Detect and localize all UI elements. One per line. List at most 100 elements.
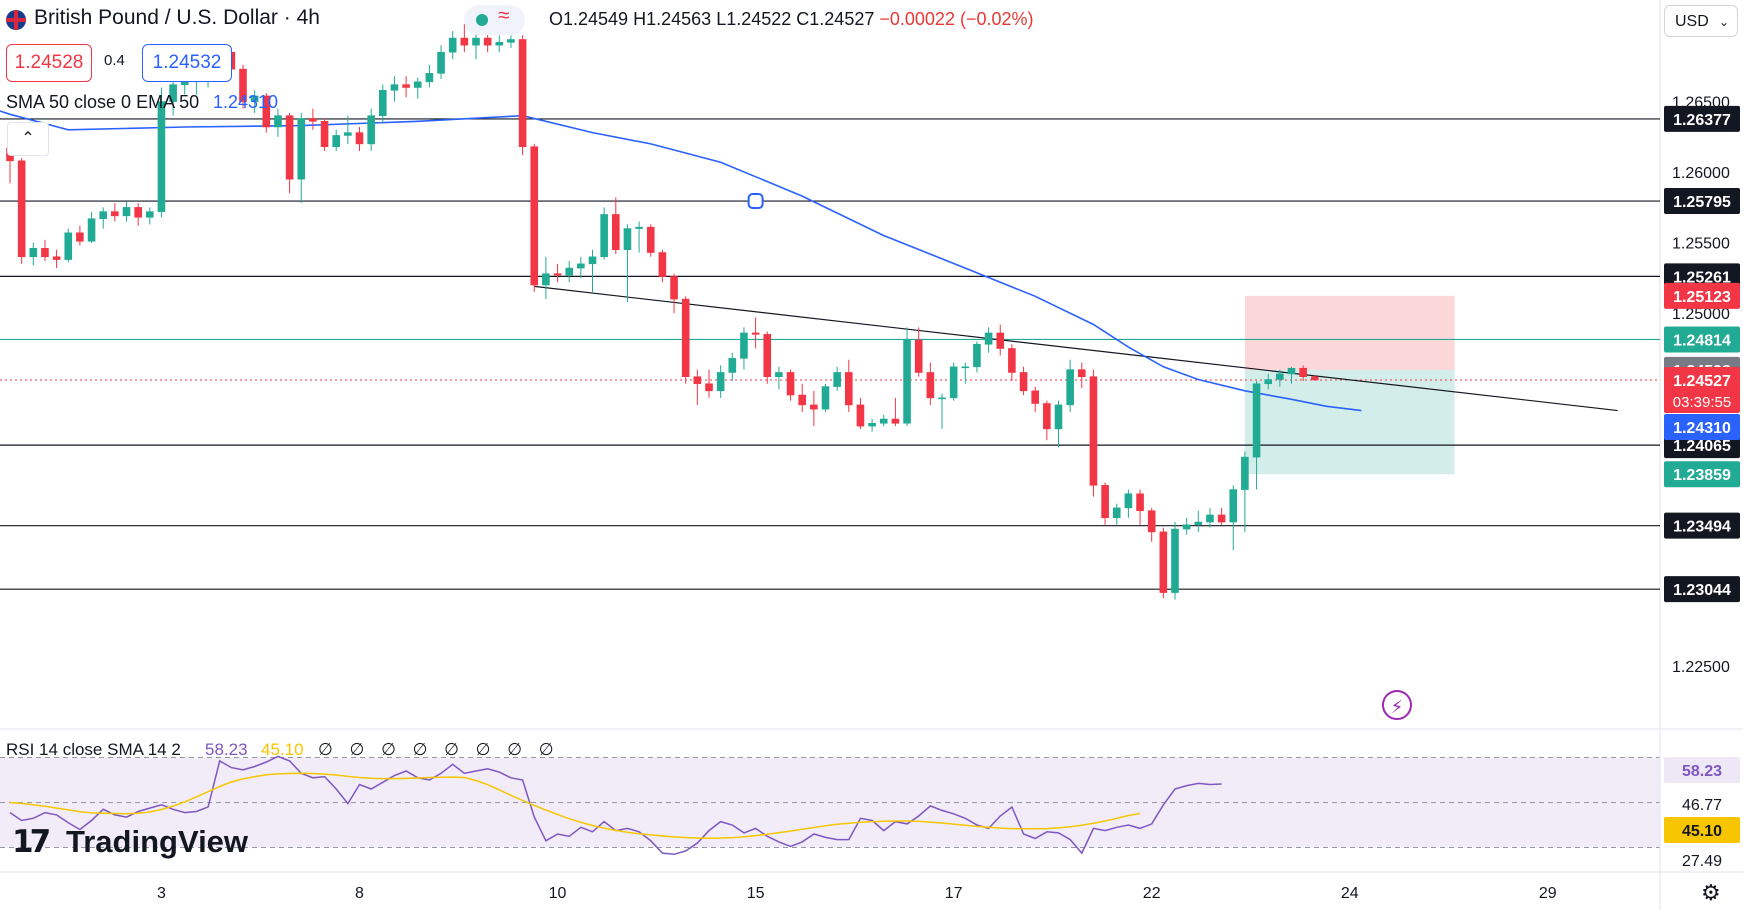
candle (437, 51, 445, 74)
ohlc-low: L1.24522 (716, 9, 792, 29)
price-axis-tick: 1.22500 (1672, 659, 1730, 676)
currency-select[interactable]: USD ⌄ (1664, 5, 1738, 37)
current-price-label: 1.24527 (1673, 373, 1731, 390)
rsi-legend[interactable]: RSI 14 close SMA 14 2 (6, 740, 181, 759)
position-stop-zone (1244, 295, 1455, 370)
candle (984, 332, 993, 345)
candle (1264, 379, 1272, 385)
ema50-line (0, 110, 1362, 412)
alert-marker-icon (747, 193, 764, 210)
tv-logo-text: TradingView (66, 824, 249, 859)
candle (728, 358, 737, 373)
time-axis-tick: 24 (1341, 885, 1359, 902)
candle (495, 42, 504, 46)
price-axis-tick: 1.26000 (1672, 165, 1730, 182)
candle (29, 248, 38, 258)
candle (1019, 372, 1028, 392)
candle (1229, 489, 1238, 523)
ohlc-change: −0.00022 (−0.02%) (879, 9, 1034, 29)
candle (1194, 521, 1203, 526)
candle (483, 37, 492, 46)
level-price-label: 1.25261 (1673, 269, 1731, 286)
candle (879, 418, 888, 424)
indicator-legend[interactable]: SMA 50 close 0 EMA 50 (6, 92, 200, 112)
candle (542, 273, 550, 286)
market-open-icon (476, 14, 488, 26)
symbol-title[interactable]: British Pound / U.S. Dollar · 4h (34, 6, 320, 29)
candle (751, 332, 760, 335)
candle (1299, 367, 1307, 377)
level-price-label: 1.24814 (1673, 332, 1731, 349)
candle (122, 207, 131, 217)
time-axis-tick: 22 (1143, 885, 1161, 902)
candle (1008, 348, 1016, 373)
buy-button[interactable]: 1.24532 (142, 44, 232, 82)
tv-logo-mark-icon: 17 (12, 824, 51, 860)
candle (868, 422, 876, 427)
position-target-zone (1244, 369, 1455, 475)
candle (413, 81, 422, 88)
ohlc-close: C1.24527 (796, 9, 875, 29)
candle (914, 339, 923, 373)
candle (1241, 456, 1249, 490)
candle (798, 394, 807, 406)
rsi-sma-axis-value: 45.10 (1682, 823, 1722, 840)
candle (821, 386, 830, 410)
level-price-label-bg (1664, 326, 1740, 353)
position-stop-label-bg (1664, 282, 1740, 309)
candle (763, 334, 772, 377)
candle (285, 115, 294, 180)
spread-value: 0.4 (104, 52, 125, 69)
rsi-sma-axis-label-bg (1664, 817, 1740, 843)
candle (344, 132, 352, 136)
candle (973, 343, 981, 368)
price-axis-tick: 1.25500 (1672, 236, 1730, 253)
data-delay-icon: ≈ (498, 4, 510, 27)
candle (1089, 376, 1098, 486)
candle (297, 118, 306, 180)
candle (1112, 507, 1121, 519)
time-axis-tick: 3 (157, 885, 166, 902)
candle (635, 226, 643, 229)
sell-button[interactable]: 1.24528 (6, 44, 92, 82)
current-price-label-bg (1664, 366, 1740, 413)
market-status-pill[interactable] (464, 5, 525, 35)
rsi-axis-tick: 46.77 (1682, 797, 1722, 814)
candle (646, 226, 655, 253)
candle (1136, 493, 1144, 512)
trendline (534, 285, 1618, 412)
candle (320, 121, 329, 148)
candle (507, 39, 515, 43)
price-axis-tick: 1.25000 (1672, 306, 1730, 323)
rsi-axis-tick: 27.49 (1682, 853, 1722, 870)
candle (600, 214, 608, 258)
candle (658, 252, 667, 277)
candle (1311, 376, 1319, 381)
candle (425, 73, 434, 83)
candle (961, 366, 970, 369)
candle (169, 84, 177, 102)
rsi-axis-label-bg (1664, 757, 1740, 783)
candle (693, 376, 702, 385)
candle (239, 68, 247, 102)
candle (157, 101, 166, 212)
chart-settings-icon[interactable]: ⚙︎ (1701, 880, 1721, 905)
candle (64, 232, 73, 260)
gbp-usd-flag-icon (6, 10, 26, 30)
candle (1276, 373, 1284, 380)
ema-price-label: 1.24310 (1673, 420, 1731, 437)
rsi-value: 58.23 (205, 740, 248, 759)
candle (87, 218, 96, 242)
candle (1101, 485, 1109, 519)
candle (1159, 531, 1168, 593)
lightning-icon[interactable]: ⚡︎ (1382, 690, 1412, 720)
time-axis-tick: 15 (747, 885, 765, 902)
candle (1078, 369, 1086, 377)
candle (460, 37, 469, 46)
candle (926, 372, 935, 399)
candle (146, 211, 154, 218)
candle (402, 84, 410, 88)
currency-label: USD (1675, 13, 1709, 30)
chevron-up-icon[interactable]: ⌃ (7, 122, 49, 156)
